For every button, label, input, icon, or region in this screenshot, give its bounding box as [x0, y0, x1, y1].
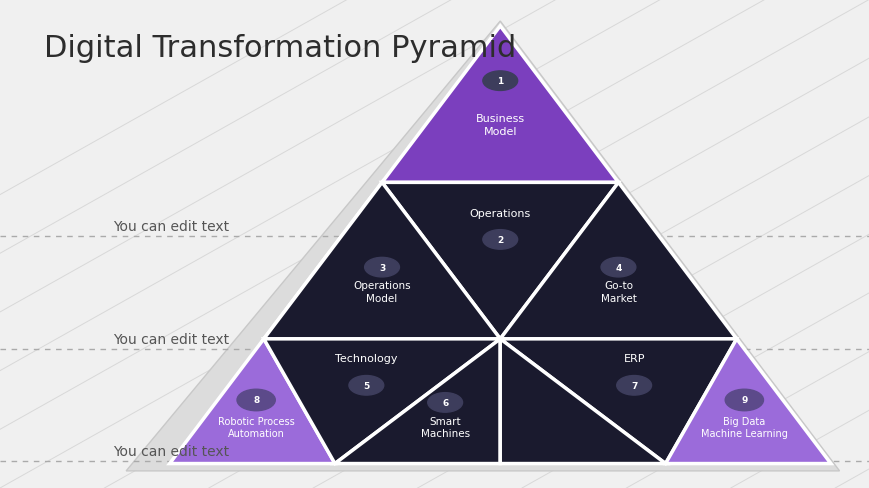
Text: 4: 4	[614, 263, 621, 272]
Circle shape	[428, 393, 462, 412]
Polygon shape	[381, 27, 618, 183]
Circle shape	[616, 376, 651, 395]
Text: 2: 2	[496, 235, 503, 244]
Text: 6: 6	[441, 398, 448, 407]
Circle shape	[600, 258, 635, 277]
Text: You can edit text: You can edit text	[113, 332, 229, 346]
Text: Business
Model: Business Model	[475, 114, 524, 137]
Polygon shape	[263, 183, 500, 339]
Polygon shape	[263, 339, 500, 464]
Polygon shape	[126, 22, 839, 471]
Text: Technology: Technology	[335, 354, 397, 364]
Text: Big Data
Machine Learning: Big Data Machine Learning	[700, 416, 787, 438]
Text: 7: 7	[630, 381, 637, 390]
Text: Operations
Model: Operations Model	[353, 281, 410, 303]
Polygon shape	[335, 339, 500, 464]
Polygon shape	[381, 183, 618, 339]
Text: 5: 5	[362, 381, 369, 390]
Text: ERP: ERP	[623, 354, 644, 364]
Text: You can edit text: You can edit text	[113, 220, 229, 234]
Polygon shape	[263, 183, 421, 339]
Text: Robotic Process
Automation: Robotic Process Automation	[217, 416, 295, 438]
Text: Smart
Machines: Smart Machines	[420, 416, 469, 438]
Text: 8: 8	[253, 396, 259, 405]
Text: Go-to
Market: Go-to Market	[600, 281, 635, 303]
Circle shape	[482, 72, 517, 91]
Polygon shape	[665, 339, 830, 464]
Circle shape	[364, 258, 399, 277]
Text: You can edit text: You can edit text	[113, 445, 229, 458]
Circle shape	[236, 389, 275, 411]
Text: Operations: Operations	[469, 208, 530, 218]
Circle shape	[725, 389, 763, 411]
Text: 1: 1	[496, 77, 503, 86]
Text: Digital Transformation Pyramid: Digital Transformation Pyramid	[43, 34, 515, 63]
Text: 9: 9	[740, 396, 746, 405]
Circle shape	[348, 376, 383, 395]
Polygon shape	[169, 339, 335, 464]
Circle shape	[482, 230, 517, 250]
Polygon shape	[500, 339, 736, 464]
Polygon shape	[500, 339, 665, 464]
Polygon shape	[500, 183, 736, 339]
Text: 3: 3	[379, 263, 385, 272]
